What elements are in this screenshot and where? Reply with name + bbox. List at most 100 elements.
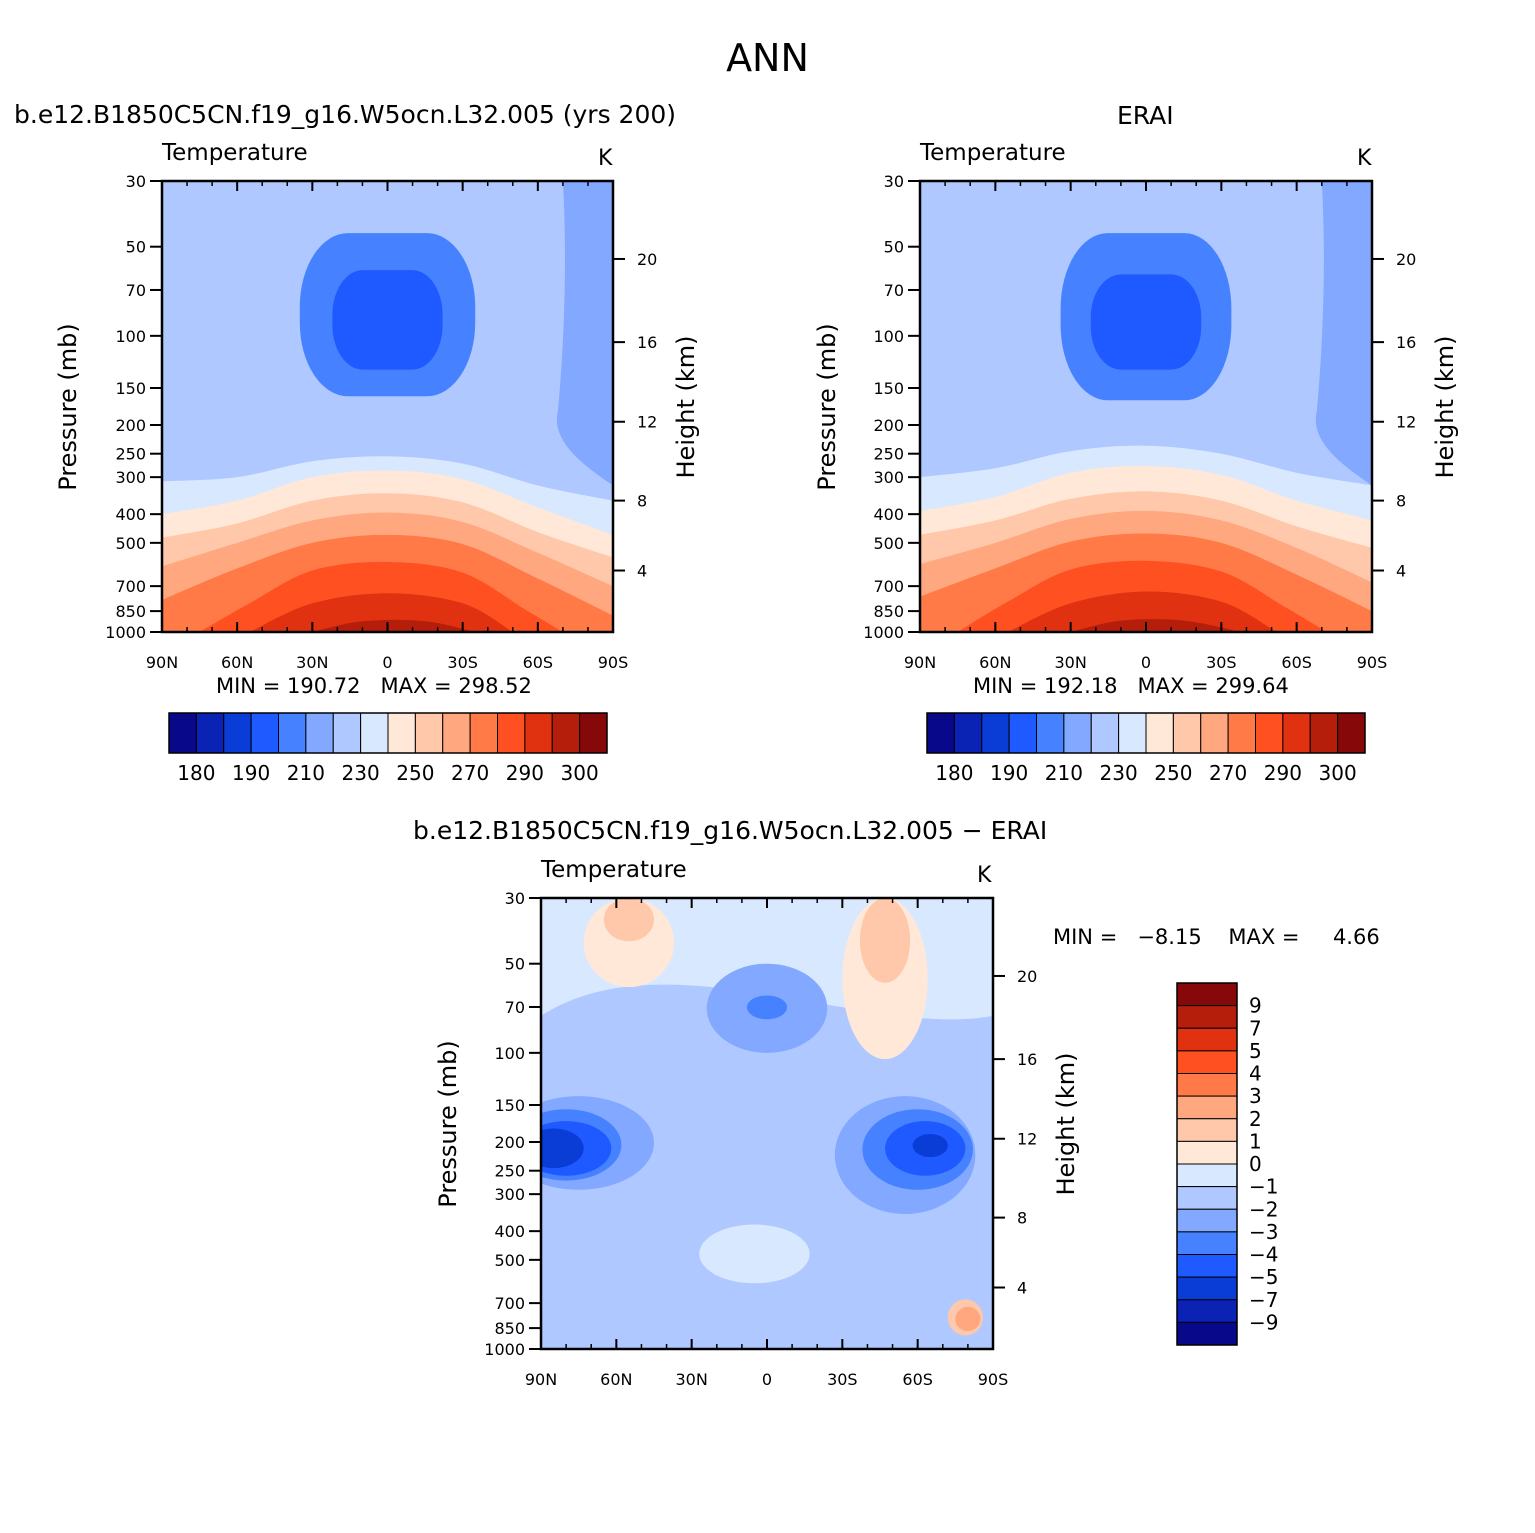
panel2-minmax: MIN = 192.18 MAX = 299.64 <box>973 674 1289 698</box>
colorbar-swatch <box>1176 1299 1238 1323</box>
colorbar-swatch <box>469 712 498 754</box>
colorbar-swatch <box>1172 712 1202 754</box>
panel1-field <box>162 181 613 632</box>
y2-tick-label: 4 <box>1396 562 1406 581</box>
x-tick-label: 0 <box>382 653 392 672</box>
y-tick-label: 300 <box>494 1185 525 1204</box>
colorbar-swatch <box>1176 1254 1238 1278</box>
min-value: 192.18 <box>1043 674 1118 698</box>
min-label: MIN = <box>1053 925 1118 949</box>
colorbar-swatch <box>1200 712 1229 754</box>
colorbar-swatch <box>926 712 955 754</box>
y-tick-label: 50 <box>884 238 904 257</box>
contour-fills <box>541 898 993 1349</box>
south-pole-cold-region <box>1315 181 1372 486</box>
y2-tick-label: 4 <box>637 562 647 581</box>
y-tick-label: 150 <box>873 379 904 398</box>
x-tick-label: 90S <box>598 653 629 672</box>
colorbar-swatch <box>1036 712 1065 754</box>
colorbar-swatch <box>1176 1073 1238 1097</box>
colorbar-swatch <box>1176 1050 1238 1074</box>
y-tick-label: 400 <box>873 505 904 524</box>
x-tick-label: 90N <box>146 653 178 672</box>
colorbar-swatch <box>1118 712 1147 754</box>
y-tick-label: 150 <box>494 1096 525 1115</box>
colorbar-swatch <box>1176 1231 1238 1255</box>
colorbar-label: 0 <box>1249 1152 1262 1176</box>
y-tick-label: 100 <box>873 327 904 346</box>
panel3-units: K <box>977 863 992 888</box>
panel2-axes: 90N 60N 30N 0 30S 60S 90S 30 50 70 100 150 200 250 300… <box>863 172 1416 672</box>
south-pole-cold-region <box>556 181 613 486</box>
colorbar-label: −2 <box>1249 1197 1278 1221</box>
y2-tick-label: 16 <box>1017 1050 1037 1069</box>
y-tick-label: 250 <box>494 1162 525 1181</box>
y-tick-label: 1000 <box>863 623 904 642</box>
y2-tick-label: 12 <box>637 413 657 432</box>
y-tick-label: 200 <box>873 416 904 435</box>
y-tick-label: 500 <box>873 534 904 553</box>
colorbar-label: 210 <box>1045 761 1083 785</box>
colorbar-swatch <box>1176 1208 1238 1233</box>
y-tick-label: 30 <box>126 172 146 191</box>
colorbar-label: 290 <box>1264 761 1302 785</box>
colorbar-swatch <box>1176 982 1238 1007</box>
colorbar-swatch <box>1282 712 1311 754</box>
colorbar-label: 9 <box>1249 994 1262 1018</box>
colorbar-frame <box>168 712 608 754</box>
panel1-units: K <box>598 146 613 171</box>
colorbar-swatch <box>387 712 416 754</box>
x-tick-label: 30N <box>1055 653 1087 672</box>
y-tick-label: 700 <box>494 1294 525 1313</box>
y-tick-label: 400 <box>115 505 146 524</box>
colorbar-swatch <box>1309 712 1339 754</box>
x-tick-label: 0 <box>762 1370 772 1389</box>
y-tick-label: 850 <box>494 1319 525 1338</box>
max-value: 4.66 <box>1332 925 1380 949</box>
y-tick-label: 50 <box>505 955 525 974</box>
colorbar-label: 290 <box>506 761 544 785</box>
cold-core-level-195 <box>332 270 443 370</box>
contour-level-295 <box>312 619 476 632</box>
panel1-variable-label: Temperature <box>162 140 308 166</box>
colorbar-swatch <box>1063 712 1092 754</box>
colorbar-label: 250 <box>1154 761 1192 785</box>
y2-tick-label: 16 <box>1396 333 1416 352</box>
y-tick-label: 300 <box>873 468 904 487</box>
max-label: MAX = <box>1228 925 1300 949</box>
colorbar-label: 5 <box>1249 1039 1262 1063</box>
x-tick-label: 30S <box>447 653 478 672</box>
colorbar-swatch <box>551 712 581 754</box>
colorbar-swatch <box>981 712 1010 754</box>
anomaly-level-0 <box>741 1231 793 1265</box>
contour-fills <box>920 181 1372 632</box>
colorbar-swatch <box>1176 1118 1238 1142</box>
colorbar-swatch <box>360 712 389 754</box>
y-tick-label: 850 <box>115 602 146 621</box>
y-tick-label: 1000 <box>105 623 146 642</box>
colorbar-swatch <box>579 712 608 754</box>
x-tick-label: 90S <box>1357 653 1388 672</box>
anomaly-level--4 <box>746 995 788 1020</box>
x-tick-label: 60N <box>600 1370 632 1389</box>
contour-fills <box>162 181 613 632</box>
colorbar-swatch <box>442 712 471 754</box>
colorbar-label: 4 <box>1249 1062 1262 1086</box>
panel3-axes: 90N 60N 30N 0 30S 60S 90S 30 50 70 100 150 200 250 300… <box>484 889 1037 1389</box>
colorbar-label: 270 <box>1209 761 1247 785</box>
y-tick-label: 100 <box>115 327 146 346</box>
min-value: −8.15 <box>1137 925 1202 949</box>
y2-tick-label: 16 <box>637 333 657 352</box>
colorbar-frame <box>1176 982 1238 1346</box>
colorbar-label: 300 <box>1319 761 1357 785</box>
colorbar-label: −9 <box>1249 1310 1278 1334</box>
y-tick-label: 70 <box>126 281 146 300</box>
x-tick-label: 60N <box>221 653 253 672</box>
y2-tick-label: 20 <box>1017 967 1037 986</box>
x-tick-label: 60S <box>523 653 554 672</box>
y-tick-label: 700 <box>873 577 904 596</box>
colorbar-swatch <box>1090 712 1120 754</box>
colorbar-label: 270 <box>451 761 489 785</box>
contour-level-295 <box>1070 619 1242 632</box>
colorbar-swatch <box>1176 1095 1238 1120</box>
